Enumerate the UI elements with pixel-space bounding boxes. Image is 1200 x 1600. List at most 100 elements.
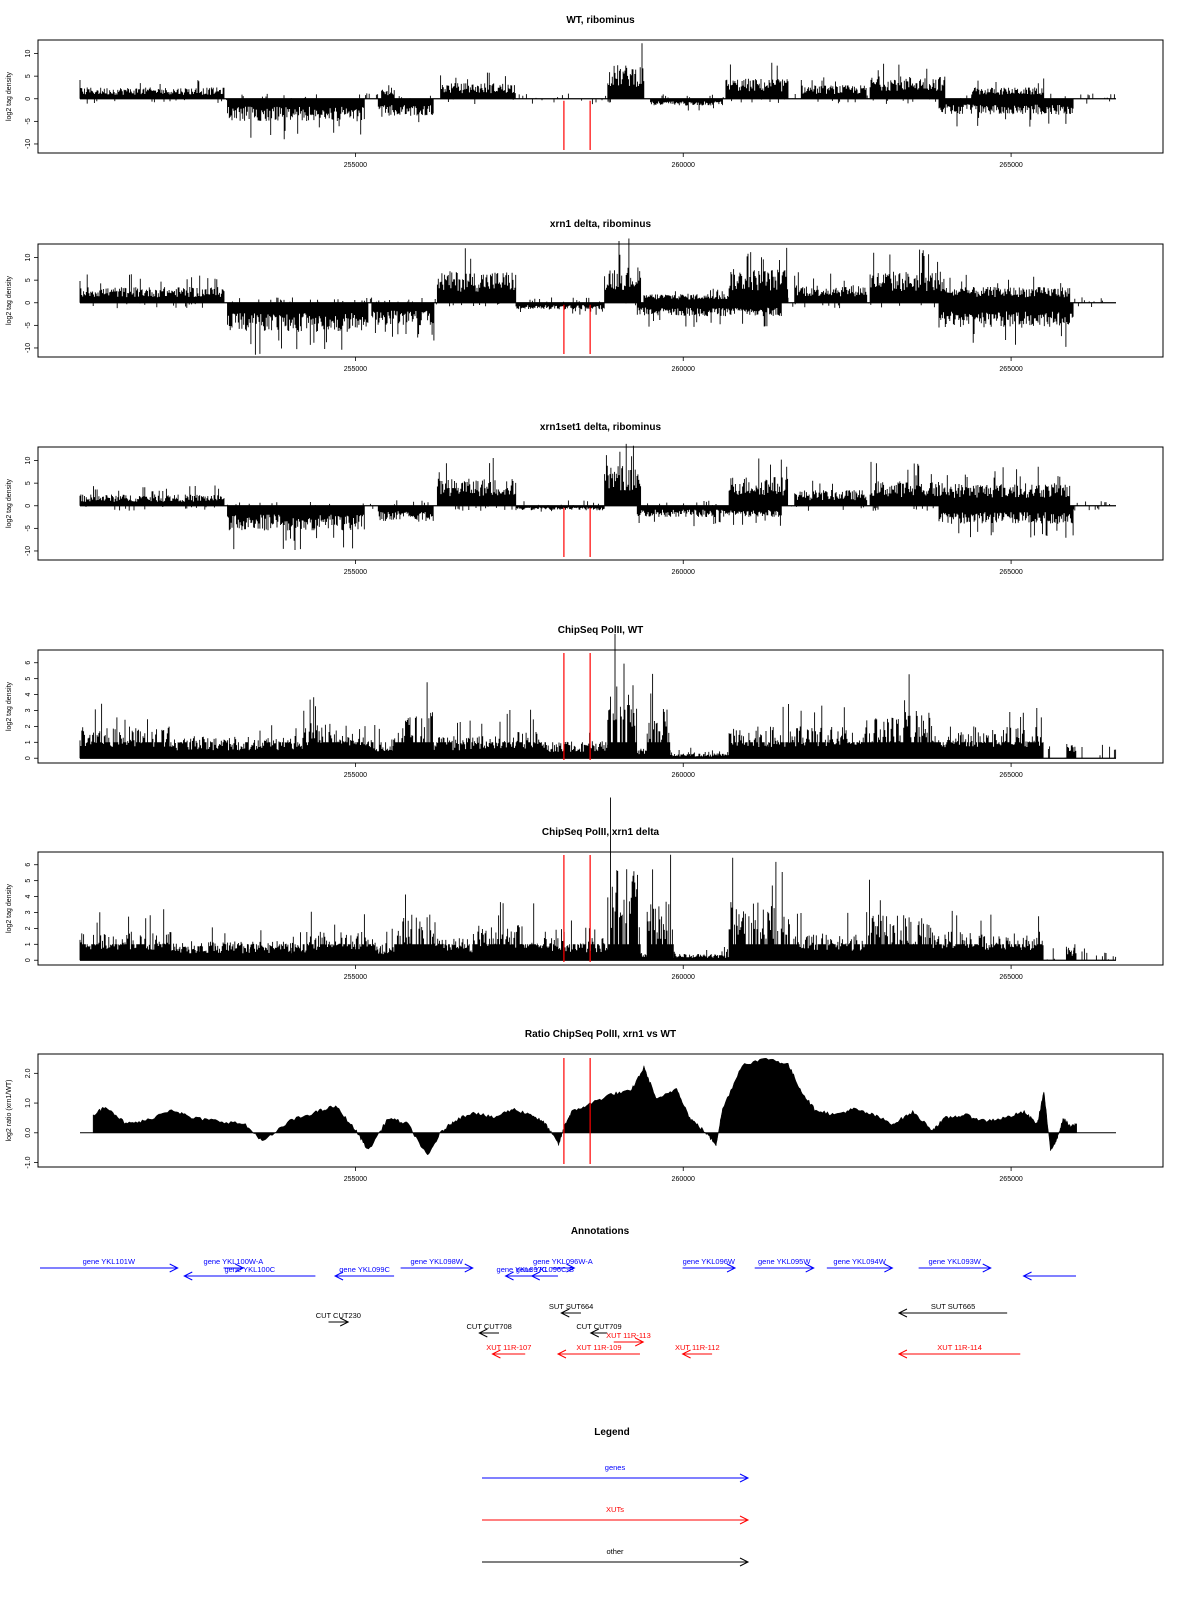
plot-frame	[37, 243, 1164, 358]
feature-label: XUT 11R-114	[937, 1343, 982, 1352]
y-tick-label: 6	[25, 661, 32, 665]
y-tick-label: 1	[25, 740, 32, 744]
annotation-feature: gene YKL093W	[918, 1257, 992, 1273]
annotation-feature: gene YKL095W	[754, 1257, 815, 1273]
feature-label: CUT CUT709	[576, 1322, 621, 1331]
arrow-head	[739, 1515, 750, 1525]
feature-arrow	[482, 1557, 750, 1567]
arrow-head	[556, 1349, 567, 1359]
annotation-feature: gene YKL101W	[40, 1257, 179, 1273]
feature-arrow	[400, 1263, 474, 1273]
feature-arrow	[328, 1317, 350, 1327]
feature-arrow	[613, 1337, 645, 1347]
density-bars	[79, 43, 1115, 140]
y-tick-label: -10	[25, 139, 32, 149]
y-tick-label: 0	[25, 97, 32, 101]
feature-label: gene YKL096W	[683, 1257, 736, 1266]
feature-label: CUT CUT230	[316, 1311, 361, 1320]
legend-title: Legend	[594, 1427, 630, 1438]
plot-frame	[37, 1053, 1164, 1168]
feature-arrow	[482, 1515, 750, 1525]
annotation-feature: gene YKL099C	[333, 1265, 395, 1281]
arrow-head	[491, 1349, 501, 1359]
feature-arrow	[491, 1349, 526, 1359]
chart-panel-4: ChipSeq PolII, WT log2 tag density 0 1 2 3 4 5 6…	[6, 625, 1164, 779]
annotation-feature: gene YKL098W	[400, 1257, 474, 1273]
annotation-feature: gene YKL096C-B	[516, 1265, 574, 1281]
feature-arrow	[918, 1263, 992, 1273]
y-tick-label: 5	[25, 481, 32, 485]
plot-frame	[37, 446, 1164, 561]
y-tick-label: 10	[25, 50, 32, 58]
feature-label: gene YKL101W	[83, 1257, 136, 1266]
y-tick-label: 10	[25, 457, 32, 465]
arrow-head	[235, 1263, 245, 1273]
feature-arrow	[478, 1328, 499, 1338]
x-tick-label: 255000	[344, 974, 367, 981]
arrow-head	[897, 1308, 908, 1318]
arrow-head	[566, 1263, 576, 1273]
arrow-head	[339, 1317, 350, 1327]
chart-title: Ratio ChipSeq PolII, xrn1 vs WT	[525, 1029, 676, 1040]
y-axis-label: log2 tag density	[6, 275, 13, 325]
y-tick-label: -10	[25, 343, 32, 353]
y-tick-label: -1.0	[25, 1156, 32, 1168]
y-tick-label: -5	[25, 118, 32, 124]
y-tick-label: 0	[25, 504, 32, 508]
feature-arrow	[40, 1263, 179, 1273]
plot-frame	[37, 851, 1164, 966]
annotation-feature: XUT 11R-112	[675, 1343, 720, 1359]
arrow-head	[897, 1349, 908, 1359]
annotation-feature: SUT SUT664	[549, 1302, 593, 1318]
chart-panel-6: Ratio ChipSeq PolII, xrn1 vs WT log2 rati…	[6, 1029, 1164, 1183]
feature-arrow	[482, 1473, 750, 1483]
chart-panel-2: xrn1 delta, ribominus log2 tag density -10…	[6, 219, 1164, 373]
annotation-feature: gene YKL096W-A	[533, 1257, 593, 1273]
x-tick-label: 260000	[672, 162, 695, 169]
y-axis-label: log2 tag density	[6, 681, 13, 731]
arrow-head	[478, 1328, 488, 1338]
chart-title: ChipSeq PolII, WT	[558, 625, 644, 636]
feature-label: gene YKL097C	[497, 1265, 548, 1274]
feature-arrow	[681, 1349, 713, 1359]
legend-item: genes	[482, 1463, 750, 1483]
density-bars	[79, 797, 1117, 961]
density-bars	[79, 443, 1111, 550]
arrow-head	[681, 1349, 691, 1359]
y-tick-label: -5	[25, 525, 32, 531]
feature-label: gene YKL096W-A	[533, 1257, 593, 1266]
arrow-head	[739, 1473, 750, 1483]
density-bars	[79, 238, 1103, 355]
y-tick-label: 4	[25, 895, 32, 899]
feature-label: XUT 11R-107	[486, 1343, 531, 1352]
chart-panel-1: WT, ribominus log2 tag density -10 -5 0 5 10 25…	[6, 15, 1164, 169]
feature-arrow	[1022, 1271, 1076, 1281]
legend-item-label: genes	[605, 1463, 626, 1472]
arrow-head	[560, 1308, 570, 1318]
feature-label: gene YKL096C-B	[516, 1265, 574, 1274]
feature-arrow	[897, 1349, 1021, 1359]
feature-label: SUT SUT665	[931, 1302, 975, 1311]
annotations-title: Annotations	[571, 1226, 630, 1237]
feature-arrow	[223, 1263, 245, 1273]
x-tick-label: 255000	[344, 569, 367, 576]
annotation-feature: SUT SUT665	[897, 1302, 1008, 1318]
feature-arrow	[560, 1308, 581, 1318]
x-tick-label: 265000	[999, 366, 1022, 373]
y-tick-label: 0	[25, 301, 32, 305]
legend: Legend genes XUTs other	[482, 1427, 750, 1567]
data-series	[79, 633, 1117, 759]
arrow-head	[333, 1271, 344, 1281]
x-tick-label: 255000	[344, 162, 367, 169]
x-tick-label: 255000	[344, 366, 367, 373]
y-axis-label: log2 tag density	[6, 478, 13, 528]
arrow-head	[982, 1263, 992, 1273]
annotation-feature: CUT CUT708	[467, 1322, 512, 1338]
plot-frame	[37, 39, 1164, 154]
feature-arrow	[897, 1308, 1008, 1318]
feature-arrow	[682, 1263, 737, 1273]
arrow-head	[589, 1328, 600, 1338]
y-tick-label: 6	[25, 863, 32, 867]
